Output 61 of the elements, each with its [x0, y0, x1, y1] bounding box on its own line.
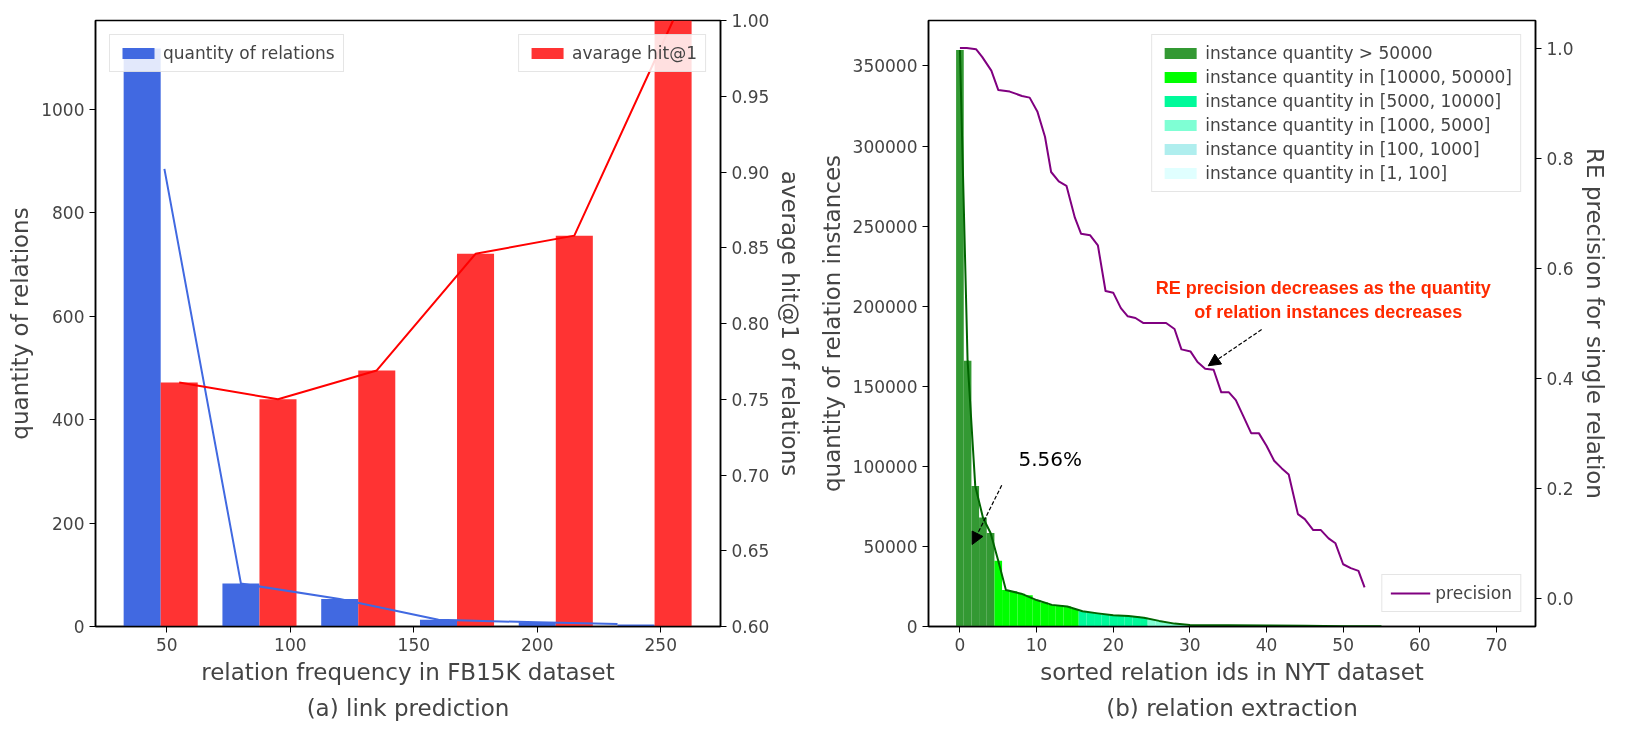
- y-axis-title: quantity of relations: [7, 207, 34, 440]
- y-tick-label: 300000: [852, 136, 918, 157]
- legend-label: instance quantity in [1, 100]: [1205, 163, 1448, 183]
- x-tick-label: 50: [1332, 634, 1354, 655]
- y-tick-label: 50000: [863, 536, 918, 557]
- y2-tick-label: 0.80: [731, 314, 770, 334]
- annotation: RE precision decreases as the quantity of relation instances decreases: [1155, 277, 1491, 322]
- y2-tick-label: 0.60: [731, 617, 770, 637]
- y2-tick-label: 0.75: [731, 389, 770, 410]
- y-tick-label: 800: [52, 203, 85, 224]
- x-tick-label: 250: [644, 634, 677, 655]
- text: (b) relation extraction: [1106, 694, 1358, 721]
- y2-axis-title: average hit@1 of relations: [777, 170, 804, 477]
- y2-axis-title: RE precision for single relation: [1581, 148, 1608, 499]
- x-tick-label: 60: [1408, 634, 1431, 655]
- y-tick-label: 200: [52, 513, 85, 534]
- x-axis-title: relation frequency in FB15K dataset: [201, 658, 615, 685]
- x-tick-label: 70: [1485, 634, 1508, 655]
- legend-label: avarage hit@1: [572, 43, 697, 63]
- text: (a) link prediction: [306, 694, 510, 721]
- x-tick-label: 0: [954, 634, 966, 655]
- y-tick-label: 200000: [852, 296, 918, 317]
- y2-tick-label: 0.6: [1546, 258, 1574, 279]
- legend-label: instance quantity > 50000: [1205, 43, 1433, 63]
- annotation: 5.56%: [1018, 446, 1082, 471]
- y2-tick-label: 0.70: [731, 465, 770, 486]
- legend-label: precision: [1435, 583, 1512, 603]
- y-tick-label: 400: [52, 410, 85, 431]
- y2-tick-label: 0.95: [731, 86, 770, 107]
- x-tick-label: 20: [1102, 634, 1125, 655]
- y-axis-title: quantity of relation instances: [818, 154, 845, 493]
- legend-label: instance quantity in [10000, 50000]: [1205, 67, 1512, 87]
- y2-tick-label: 0.0: [1546, 589, 1574, 610]
- y2-tick-label: 1.00: [731, 11, 770, 31]
- x-tick-label: 100: [274, 634, 307, 655]
- y-tick-label: 0: [73, 617, 85, 637]
- y-tick-label: 0: [906, 617, 918, 637]
- y2-tick-label: 0.4: [1546, 369, 1574, 390]
- y-tick-label: 150000: [852, 376, 918, 397]
- y2-tick-label: 0.85: [731, 238, 770, 259]
- y-tick-label: 350000: [852, 56, 918, 77]
- legend-label: instance quantity in [100, 1000]: [1205, 139, 1480, 159]
- y-tick-label: 250000: [852, 216, 918, 237]
- y2-tick-label: 0.2: [1546, 479, 1574, 500]
- legend-label: quantity of relations: [163, 43, 335, 63]
- x-axis-title: sorted relation ids in NYT dataset: [1040, 658, 1424, 685]
- x-tick-label: 10: [1025, 634, 1048, 655]
- x-tick-label: 150: [397, 634, 431, 655]
- y-tick-label: 100000: [852, 456, 918, 477]
- legend-label: instance quantity in [5000, 10000]: [1205, 91, 1502, 111]
- x-tick-label: 30: [1179, 634, 1201, 655]
- x-tick-label: 40: [1255, 634, 1278, 655]
- y2-tick-label: 0.8: [1546, 148, 1574, 169]
- y-tick-label: 1000: [41, 99, 85, 120]
- y-tick-label: 600: [52, 306, 85, 327]
- x-tick-label: 50: [156, 634, 178, 655]
- y2-tick-label: 0.90: [731, 162, 770, 183]
- y2-tick-label: 0.65: [731, 541, 770, 562]
- y2-tick-label: 1.0: [1546, 38, 1574, 59]
- legend-label: instance quantity in [1000, 5000]: [1205, 115, 1491, 135]
- x-tick-label: 200: [521, 634, 554, 655]
